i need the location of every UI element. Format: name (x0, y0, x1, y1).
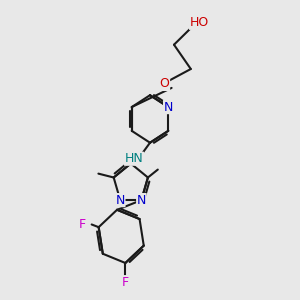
Text: F: F (122, 276, 129, 289)
Text: N: N (164, 100, 173, 114)
Text: N: N (137, 194, 146, 207)
Text: N: N (116, 194, 125, 207)
Text: HN: HN (124, 152, 143, 165)
Text: F: F (79, 218, 86, 231)
Text: O: O (160, 77, 170, 90)
Text: HO: HO (190, 16, 209, 29)
